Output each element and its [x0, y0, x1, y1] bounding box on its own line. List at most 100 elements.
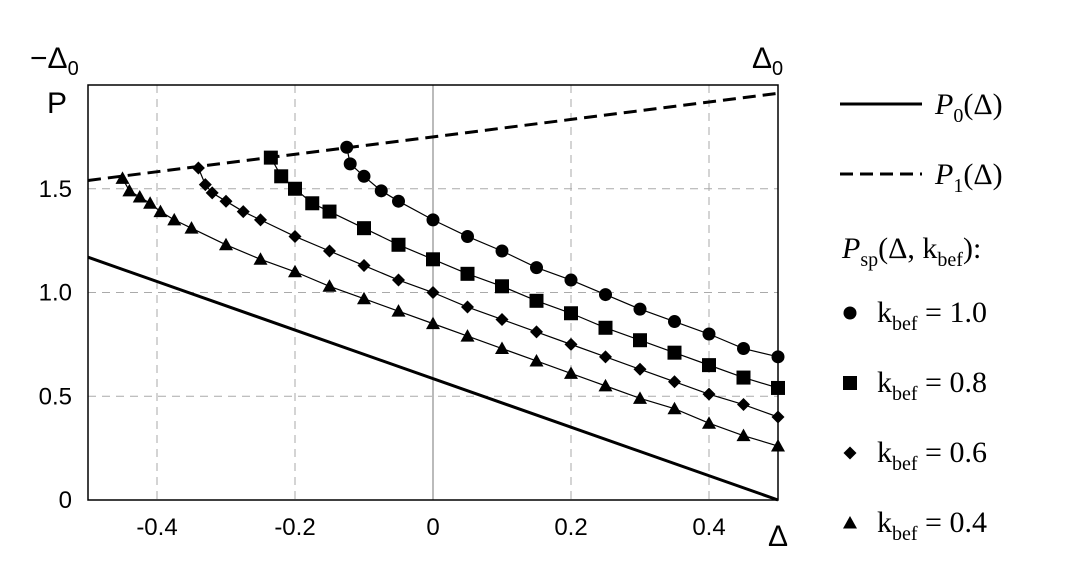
data-point — [599, 288, 612, 302]
data-point — [702, 358, 716, 373]
data-point — [253, 252, 268, 265]
x-tick-label: 0.2 — [554, 514, 587, 541]
series-diamond — [191, 161, 785, 424]
series-line — [346, 147, 779, 358]
legend-item-kbef-0-6: kbef = 0.6 — [843, 436, 987, 475]
top-right-label: Δ0 — [752, 42, 783, 80]
legend-series-heading: Psp(Δ, kbef): — [841, 232, 981, 271]
legend-kbef-0-6-prefix: k — [877, 436, 892, 469]
x-tick-label: -0.4 — [136, 514, 177, 541]
y-axis-label: P — [47, 87, 67, 120]
legend-marker-square — [843, 376, 857, 390]
legend-label-p0: P0(Δ) — [934, 88, 1003, 127]
legend-kbef-0-8-label: kbef = 0.8 — [877, 366, 987, 405]
data-point — [530, 261, 543, 275]
legend-item-kbef-0-4: kbef = 0.4 — [843, 506, 987, 545]
data-point — [598, 320, 613, 335]
y-tick-label: 0 — [59, 487, 72, 514]
data-point — [426, 286, 440, 299]
legend-marker-shape — [843, 376, 857, 390]
legend-marker-triangle — [843, 516, 857, 529]
legend-kbef-0-8-prefix: k — [877, 366, 892, 399]
series-line — [121, 178, 779, 447]
legend-p1-args: (Δ) — [963, 158, 1002, 191]
data-point — [737, 342, 750, 356]
top-left-label-sub: 0 — [68, 58, 79, 80]
data-point — [254, 213, 267, 227]
data-point — [529, 353, 544, 367]
data-point — [374, 184, 388, 198]
data-point — [530, 325, 543, 339]
data-point — [143, 196, 158, 209]
data-point — [702, 327, 716, 341]
legend-p0-sub: 0 — [953, 105, 963, 127]
legend-kbef-0-6-label: kbef = 0.6 — [877, 436, 987, 475]
data-point — [460, 329, 475, 342]
data-point — [288, 229, 302, 243]
data-point — [357, 291, 371, 305]
legend-marker-shape — [843, 516, 857, 529]
legend-series-items: kbef = 1.0 kbef = 0.8 kbef = 0.6 kbef = … — [843, 296, 987, 545]
legend-kbef-0-6-sub: bef — [892, 453, 918, 475]
data-point — [357, 259, 371, 273]
data-point — [274, 169, 289, 184]
legend-p1-sub: 1 — [953, 175, 963, 197]
series-circle — [340, 140, 785, 364]
data-point — [426, 316, 440, 330]
legend-kbef-0-4-sub: bef — [892, 523, 918, 545]
legend-kbef-0-4-value: = 0.4 — [918, 506, 987, 539]
series-square — [263, 150, 785, 395]
data-point — [167, 212, 182, 226]
reference-lines — [87, 91, 779, 502]
data-point — [219, 194, 233, 208]
data-point — [357, 221, 371, 236]
data-point — [736, 370, 751, 385]
data-point — [392, 273, 405, 287]
data-point — [599, 350, 612, 364]
x-axis-label: Δ — [768, 520, 788, 553]
legend: P0(Δ) P1(Δ) Psp(Δ, kbef): kbef = 1.0 kbe… — [840, 88, 1003, 545]
data-point — [323, 244, 336, 258]
data-point — [633, 333, 647, 348]
series-triangle — [115, 171, 785, 452]
data-point — [426, 252, 440, 267]
top-right-label-sub: 0 — [772, 58, 783, 80]
legend-kbef-1-0-label: kbef = 1.0 — [877, 296, 987, 335]
data-point — [357, 169, 371, 183]
x-tick-label: 0.4 — [692, 514, 725, 541]
data-point — [495, 341, 509, 355]
data-point — [340, 140, 354, 154]
data-point — [633, 302, 647, 316]
legend-item-kbef-0-8: kbef = 0.8 — [843, 366, 987, 405]
legend-heading-args: (Δ, k — [878, 232, 937, 265]
data-point — [122, 183, 137, 197]
data-point — [564, 273, 578, 287]
data-point — [132, 190, 147, 203]
legend-kbef-1-0-prefix: k — [877, 296, 892, 329]
x-tick-label: 0 — [426, 514, 439, 541]
data-point — [305, 196, 320, 211]
data-point — [191, 161, 205, 175]
data-point — [198, 178, 212, 192]
legend-p0-args: (Δ) — [963, 88, 1002, 121]
data-series — [115, 140, 785, 452]
x-tick-label: -0.2 — [274, 514, 315, 541]
data-point — [633, 362, 647, 376]
legend-heading-sub: sp — [860, 249, 878, 271]
legend-kbef-0-6-value: = 0.6 — [918, 436, 987, 469]
legend-kbef-1-0-value: = 1.0 — [918, 296, 987, 329]
legend-p1-name: P — [934, 158, 953, 191]
series-line — [270, 157, 779, 389]
y-tick-label: 0.5 — [39, 383, 72, 410]
p1-line — [87, 91, 779, 182]
legend-heading-tail: ): — [963, 232, 981, 265]
legend-item-kbef-1-0: kbef = 1.0 — [843, 296, 987, 335]
legend-kbef-0-8-value: = 0.8 — [918, 366, 987, 399]
data-point — [392, 194, 405, 208]
y-tick-label: 1.0 — [39, 280, 72, 307]
p0-line — [87, 255, 779, 502]
data-point — [633, 391, 647, 404]
legend-kbef-0-8-sub: bef — [892, 383, 918, 405]
legend-marker-diamond — [843, 446, 857, 460]
data-point — [115, 171, 130, 184]
